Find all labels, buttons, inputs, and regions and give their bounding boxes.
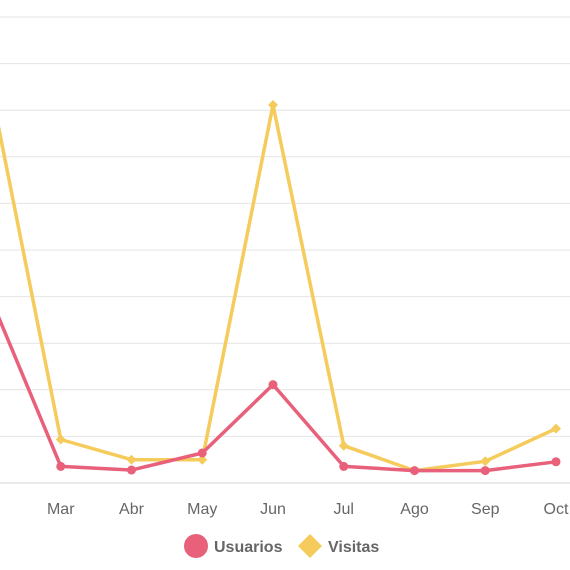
data-point-usuarios[interactable] (197, 448, 207, 458)
data-point-visitas[interactable] (338, 440, 349, 451)
x-tick-label: Sep (471, 501, 500, 518)
data-point-visitas[interactable] (480, 456, 491, 467)
data-point-visitas[interactable] (551, 423, 561, 434)
legend-label: Visitas (328, 539, 379, 556)
data-point-usuarios[interactable] (268, 380, 278, 390)
legend-item-visitas[interactable]: Visitas (298, 534, 379, 558)
x-tick-label: Mar (47, 501, 75, 518)
legend-label: Usuarios (214, 539, 283, 556)
legend-marker-diamond (298, 534, 322, 558)
data-point-visitas[interactable] (268, 100, 278, 111)
data-point-usuarios[interactable] (551, 457, 561, 467)
x-axis-ticks: oMarAbrMayJunJulAgoSepOct (47, 501, 569, 518)
series-line-visitas (0, 103, 558, 473)
legend[interactable]: Usuarios Visitas (184, 534, 379, 558)
data-point-visitas[interactable] (126, 454, 137, 465)
data-point-usuarios[interactable] (339, 461, 349, 471)
data-point-usuarios[interactable] (410, 466, 419, 476)
x-tick-label: Oct (544, 501, 569, 518)
x-tick-label: May (187, 501, 217, 518)
series-group (0, 100, 561, 476)
x-tick-label: Abr (119, 501, 145, 518)
data-point-visitas[interactable] (197, 454, 208, 465)
x-tick-label: Jun (260, 501, 286, 518)
data-point-visitas[interactable] (55, 434, 66, 445)
data-point-usuarios[interactable] (480, 466, 490, 476)
x-tick-label: Ago (400, 501, 429, 518)
legend-marker-circle (184, 534, 208, 558)
legend-item-usuarios[interactable]: Usuarios (184, 534, 283, 558)
grid-lines (0, 16, 570, 484)
data-point-usuarios[interactable] (56, 461, 66, 471)
data-point-usuarios[interactable] (127, 465, 136, 475)
x-tick-label: Jul (334, 501, 354, 518)
